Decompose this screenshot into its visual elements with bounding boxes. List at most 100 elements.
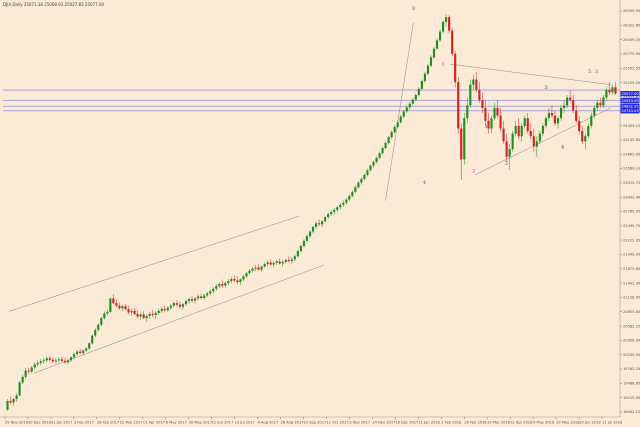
candle bbox=[251, 266, 254, 273]
candle-body bbox=[48, 358, 51, 360]
candle bbox=[454, 51, 457, 88]
candle bbox=[233, 275, 236, 283]
candle-body bbox=[550, 113, 554, 116]
candle bbox=[48, 355, 51, 362]
candle-body bbox=[393, 126, 396, 133]
candle-body bbox=[54, 360, 57, 362]
candle bbox=[420, 79, 423, 91]
price-tick-label: 26322.60 bbox=[623, 24, 640, 28]
candle bbox=[263, 262, 266, 269]
candle bbox=[599, 97, 602, 108]
candle bbox=[423, 71, 426, 83]
candle-body bbox=[284, 259, 287, 262]
candle-body bbox=[490, 118, 493, 129]
candle-body bbox=[166, 307, 169, 311]
candle bbox=[30, 365, 33, 374]
candle bbox=[457, 76, 460, 134]
candle-body bbox=[538, 133, 541, 142]
candle bbox=[260, 265, 263, 272]
candle bbox=[532, 128, 535, 152]
candle-body bbox=[611, 87, 614, 93]
price-tick-label: 19488.85 bbox=[623, 382, 640, 386]
time-tick-label: 11 Jul 2018 bbox=[602, 421, 623, 425]
candle bbox=[426, 64, 430, 76]
candle-body bbox=[432, 48, 436, 58]
candle-body bbox=[145, 316, 148, 319]
candle-body bbox=[296, 251, 299, 257]
wave-label: 3 bbox=[544, 85, 547, 91]
candle-body bbox=[69, 357, 73, 361]
candle-body bbox=[514, 125, 517, 134]
candle bbox=[18, 380, 21, 397]
candle bbox=[475, 71, 478, 93]
time-tick-label: 31 Jan 2017 bbox=[51, 421, 73, 425]
candle bbox=[88, 342, 91, 351]
candle bbox=[381, 146, 384, 155]
candle-body bbox=[293, 256, 296, 260]
candle bbox=[36, 360, 39, 367]
candle bbox=[76, 350, 79, 356]
candle bbox=[193, 296, 197, 304]
candle bbox=[308, 230, 312, 238]
price-tick-label: 20308.90 bbox=[623, 339, 640, 343]
candle-body bbox=[76, 351, 79, 355]
candle-body bbox=[151, 313, 154, 315]
price-label-text: 24743.03 bbox=[622, 109, 639, 113]
candle bbox=[402, 109, 405, 119]
candle-body bbox=[384, 142, 387, 149]
wave-label: 1 bbox=[441, 62, 444, 68]
price-label: 24943.09 bbox=[620, 97, 640, 104]
candle bbox=[314, 221, 318, 229]
price-tick-label: 24135.80 bbox=[623, 138, 640, 142]
price-tick-label: 26595.95 bbox=[623, 9, 640, 13]
candle bbox=[387, 135, 390, 145]
candle-body bbox=[369, 165, 372, 171]
price-tick-label: 23589.10 bbox=[623, 167, 640, 171]
candle-body bbox=[21, 376, 24, 383]
candle bbox=[239, 277, 242, 286]
candle bbox=[330, 209, 333, 217]
candle bbox=[190, 295, 194, 303]
candle-body bbox=[311, 226, 315, 232]
candle-body bbox=[269, 262, 272, 265]
candle-body bbox=[157, 310, 160, 313]
candle-body bbox=[529, 131, 532, 137]
candle-body bbox=[88, 343, 91, 349]
candle bbox=[275, 259, 278, 266]
candle bbox=[281, 259, 284, 267]
candle bbox=[333, 207, 336, 215]
candle-body bbox=[239, 279, 242, 283]
channel-line bbox=[33, 264, 324, 374]
candle-body bbox=[402, 111, 405, 117]
candle bbox=[587, 123, 590, 139]
candle bbox=[206, 291, 209, 298]
candle bbox=[127, 305, 130, 314]
candle-body bbox=[42, 360, 45, 362]
price-tick-label: 20035.55 bbox=[623, 353, 640, 357]
candle-body bbox=[27, 370, 30, 372]
candle-body bbox=[206, 293, 209, 296]
candle-body bbox=[148, 313, 151, 317]
candle-body bbox=[587, 125, 590, 137]
channel-lines bbox=[9, 22, 611, 374]
candle-body bbox=[426, 65, 430, 74]
candle-body bbox=[197, 296, 200, 299]
candle bbox=[478, 82, 481, 103]
candle bbox=[490, 115, 493, 134]
candle bbox=[523, 115, 526, 129]
candle-body bbox=[321, 221, 324, 225]
candle-body bbox=[569, 97, 572, 101]
wave-label: 2 bbox=[472, 168, 475, 174]
candle-body bbox=[112, 298, 115, 304]
candle-body bbox=[15, 395, 18, 399]
candle-body bbox=[496, 107, 499, 116]
candle bbox=[27, 367, 30, 374]
candle-body bbox=[9, 401, 12, 403]
candle-body bbox=[345, 199, 348, 203]
time-tick-label: 20 Mar 2018 bbox=[487, 421, 510, 425]
chart-header: DJIA,Daily 25071.38 25068.63 25027.83 25… bbox=[3, 2, 104, 7]
candle bbox=[242, 274, 245, 281]
wave-label: 2 bbox=[505, 161, 508, 167]
candle-body bbox=[233, 278, 236, 281]
